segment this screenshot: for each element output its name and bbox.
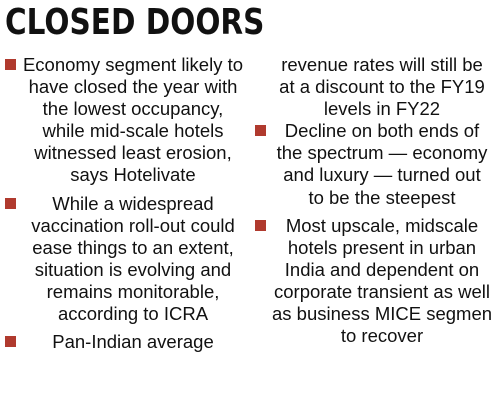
- bullet-line: levels in FY22: [323, 98, 441, 120]
- bullet-line: Economy segment likely to: [22, 54, 244, 75]
- bullet-line: Decline on both ends of: [284, 120, 480, 142]
- square-bullet-icon: [5, 197, 16, 209]
- square-bullet-icon: [255, 125, 266, 137]
- bullet-item-economy-segment: Economy segment likely to have closed th…: [0, 54, 244, 187]
- square-bullet-icon: [255, 219, 266, 231]
- bullet-line: at a discount to the FY19: [279, 76, 485, 98]
- bullet-item-decline: Decline on both ends of the spectrum — e…: [250, 120, 492, 208]
- bullet-line: according to ICRA: [57, 303, 209, 325]
- right-column: revenue rates will still be at a discoun…: [250, 54, 492, 347]
- bullet-line: India and dependent on: [284, 258, 480, 280]
- bullet-line: Most upscale, midscale: [285, 214, 479, 236]
- left-column: Economy segment likely to have closed th…: [0, 54, 244, 353]
- bullet-line: ease things to an extent,: [32, 236, 234, 258]
- headline: CLOSED DOORS: [5, 2, 265, 43]
- bullet-item-revenue-rates: Pan-Indian average: [0, 331, 244, 353]
- bullet-line: Pan-Indian average: [52, 331, 214, 353]
- bullet-line: says Hotelivate: [70, 164, 196, 186]
- bullet-line: While a widespread: [52, 192, 214, 214]
- bullet-continuation: revenue rates will still be at a discoun…: [250, 54, 492, 120]
- bullet-line: remains monitorable,: [46, 280, 220, 302]
- bullet-item-upscale-hotels: Most upscale, midscale hotels present in…: [250, 215, 492, 348]
- bullet-line: vaccination roll-out could: [31, 214, 235, 236]
- bullet-line: witnessed least erosion,: [34, 142, 232, 164]
- bullet-line: the spectrum — economy: [276, 142, 488, 164]
- bullet-item-vaccination: While a widespread vaccination roll-out …: [0, 193, 244, 326]
- square-bullet-icon: [5, 336, 16, 348]
- square-bullet-icon: [5, 59, 16, 70]
- bullet-line: and luxury — turned out: [283, 164, 481, 186]
- bullet-line: revenue rates will still be: [281, 54, 483, 75]
- bullet-line: have closed the year with: [28, 76, 238, 98]
- bullet-line: to be the steepest: [308, 186, 456, 208]
- bullet-line: corporate transient as well: [274, 280, 490, 302]
- bullet-line: the lowest occupancy,: [42, 98, 224, 120]
- bullet-line: to recover: [340, 325, 424, 347]
- bullet-line: hotels present in urban: [287, 236, 477, 258]
- bullet-line: situation is evolving and: [34, 258, 232, 280]
- bullet-line: while mid-scale hotels: [42, 120, 224, 142]
- bullet-line: as business MICE segments: [272, 303, 492, 325]
